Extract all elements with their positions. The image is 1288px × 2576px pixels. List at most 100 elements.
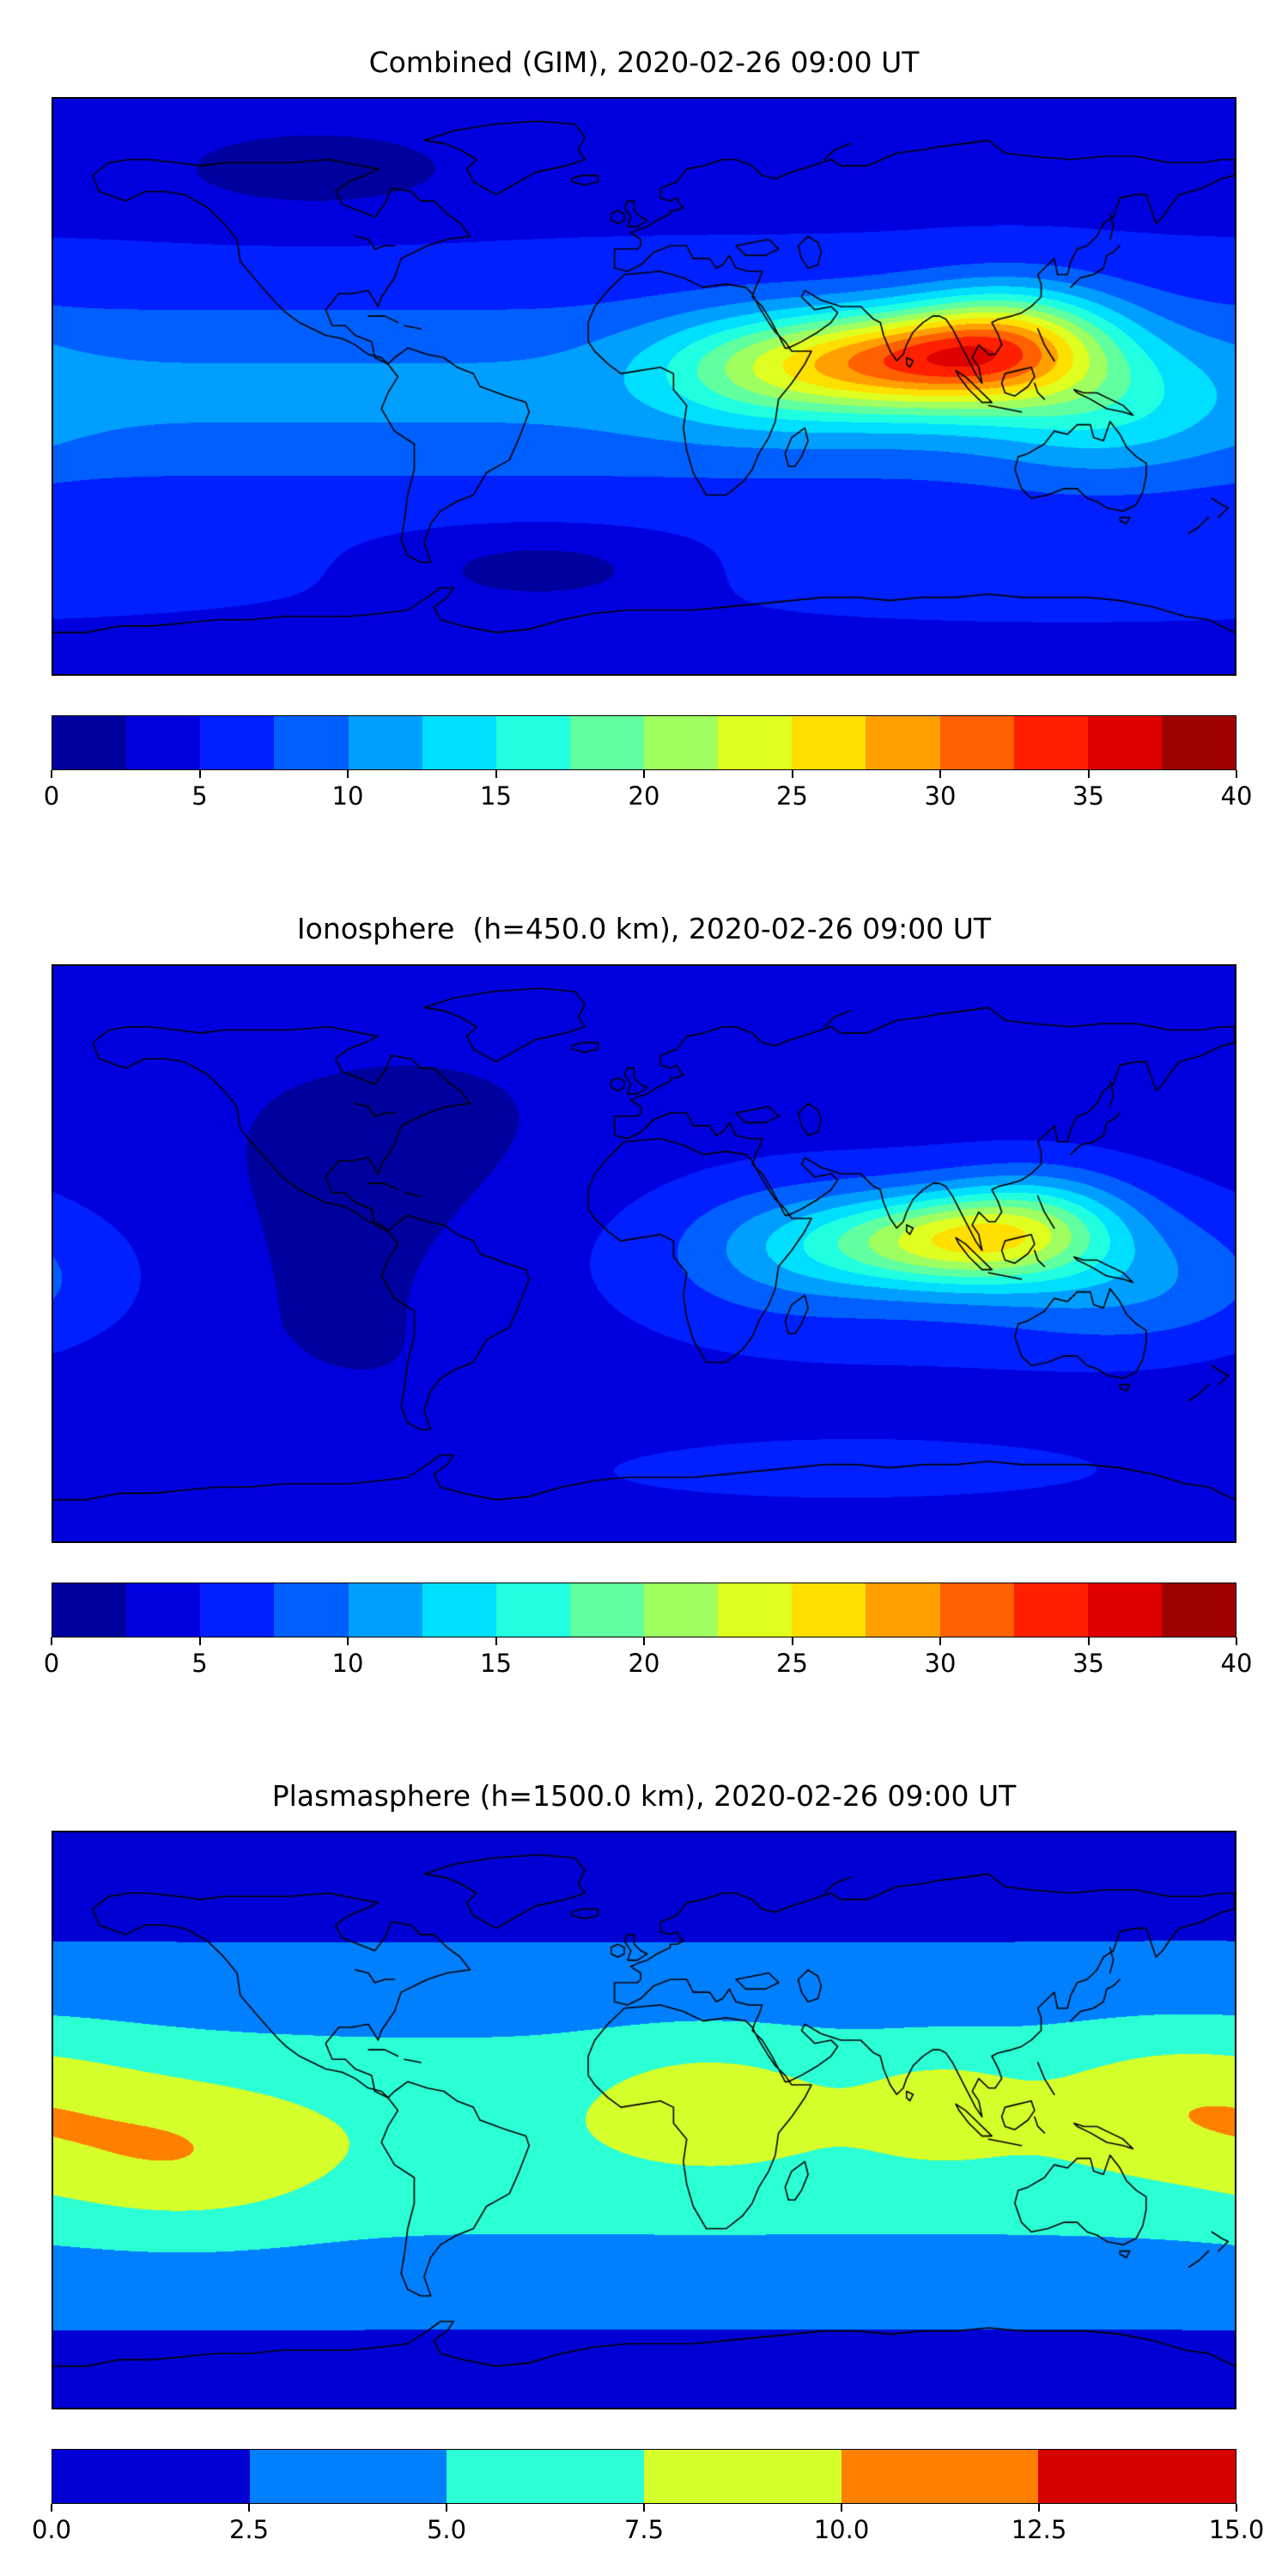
colorbar-tick-mark	[791, 770, 793, 779]
colorbar-segment	[939, 1583, 1014, 1637]
colorbar-tick-mark	[1236, 1637, 1237, 1645]
colorbar-tick-mark	[347, 1637, 349, 1645]
colorbar-tick-mark	[51, 770, 52, 779]
colorbar-tick-mark	[248, 2503, 250, 2512]
colorbar-tick-mark	[51, 2503, 52, 2512]
colorbar-tick-label: 40	[1220, 1648, 1253, 1678]
colorbar-combined: 0 5 10 15 20 25 30 35 40	[44, 715, 1252, 815]
colorbar-tick-mark	[1236, 2503, 1237, 2512]
colorbar-tick-mark	[643, 1637, 645, 1645]
colorbar-segment	[866, 716, 940, 770]
colorbar-tick-label: 12.5	[1011, 2514, 1067, 2544]
colorbar-gradient	[52, 2448, 1236, 2504]
colorbar-ticks: 0 5 10 15 20 25 30 35 40	[44, 1637, 1252, 1682]
colorbar-tick-label: 25	[776, 1648, 808, 1678]
colorbar-gradient	[52, 1582, 1236, 1637]
panel-plasmasphere: Plasmasphere (h=1500.0 km), 2020-02-26 0…	[32, 1778, 1264, 2549]
colorbar-plasmasphere: 0.0 2.5 5.0 7.5 10.0 12.5 15.0	[32, 2448, 1264, 2549]
colorbar-segment	[52, 2449, 250, 2503]
colorbar-segment	[644, 2449, 841, 2503]
colorbar-segment	[939, 716, 1014, 770]
colorbar-tick-mark	[939, 1637, 941, 1645]
colorbar-segment	[348, 1583, 422, 1637]
colorbar-gradient	[52, 715, 1236, 771]
colorbar-tick-mark	[1087, 770, 1090, 779]
colorbar-tick-mark	[841, 2503, 842, 2512]
colorbar-segment	[495, 716, 570, 770]
colorbar-tick-label: 0.0	[31, 2514, 72, 2544]
colorbar-tick-mark	[495, 1637, 497, 1645]
colorbar-tick-label: 15	[480, 781, 512, 811]
colorbar-segment	[644, 716, 719, 770]
colorbar-segment	[52, 1583, 127, 1637]
colorbar-tick-label: 20	[628, 1648, 660, 1678]
colorbar-segment	[249, 2449, 447, 2503]
colorbar-segment	[126, 716, 201, 770]
colorbar-tick-label: 20	[628, 781, 660, 811]
panel-ionosphere: Ionosphere (h=450.0 km), 2020-02-26 09:0…	[44, 911, 1253, 1682]
colorbar-segment	[792, 1583, 866, 1637]
colorbar-tick-mark	[643, 2503, 645, 2512]
colorbar-tick-label: 40	[1220, 781, 1253, 811]
colorbar-segment	[644, 1583, 719, 1637]
colorbar-segment	[348, 716, 422, 770]
panel-title-plasmasphere: Plasmasphere (h=1500.0 km), 2020-02-26 0…	[271, 1778, 1017, 1813]
colorbar-segment	[866, 1583, 940, 1637]
colorbar-ticks: 0 5 10 15 20 25 30 35 40	[44, 770, 1252, 815]
colorbar-segment	[792, 716, 866, 770]
panel-combined-gim: Combined (GIM), 2020-02-26 09:00 UT 0 5 10…	[44, 45, 1253, 815]
colorbar-tick-label: 0	[43, 1648, 60, 1678]
colorbar-segment	[1038, 2449, 1236, 2503]
colorbar-segment	[422, 1583, 496, 1637]
colorbar-segment	[569, 1583, 644, 1637]
colorbar-segment	[1087, 1583, 1162, 1637]
colorbar-segment	[1161, 716, 1236, 770]
colorbar-segment	[1087, 716, 1162, 770]
colorbar-tick-mark	[347, 770, 349, 779]
colorbar-segment	[274, 716, 349, 770]
colorbar-tick-mark	[198, 1637, 201, 1645]
colorbar-tick-label: 10.0	[813, 2514, 870, 2544]
colorbar-segment	[126, 1583, 201, 1637]
map-canvas-plasmasphere	[52, 1830, 1236, 2409]
map-canvas-combined	[52, 97, 1236, 677]
colorbar-tick-label: 10	[331, 1648, 364, 1678]
colorbar-segment	[1161, 1583, 1236, 1637]
colorbar-segment	[1013, 1583, 1088, 1637]
colorbar-segment	[200, 716, 275, 770]
colorbar-segment	[200, 1583, 275, 1637]
colorbar-segment	[274, 1583, 349, 1637]
colorbar-tick-mark	[495, 770, 497, 779]
colorbar-tick-mark	[643, 770, 645, 779]
colorbar-tick-label: 30	[924, 781, 957, 811]
colorbar-tick-mark	[791, 1637, 793, 1645]
colorbar-tick-label: 5	[191, 1648, 208, 1678]
colorbar-ticks: 0.0 2.5 5.0 7.5 10.0 12.5 15.0	[32, 2503, 1264, 2549]
colorbar-segment	[718, 1583, 793, 1637]
colorbar-segment	[718, 716, 793, 770]
colorbar-tick-label: 35	[1072, 781, 1104, 811]
map-canvas-ionosphere	[52, 963, 1236, 1543]
colorbar-ionosphere: 0 5 10 15 20 25 30 35 40	[44, 1582, 1252, 1682]
colorbar-tick-mark	[446, 2503, 447, 2512]
colorbar-tick-label: 25	[776, 781, 808, 811]
colorbar-tick-label: 5	[191, 781, 208, 811]
colorbar-tick-label: 15	[480, 1648, 512, 1678]
colorbar-tick-mark	[51, 1637, 52, 1645]
colorbar-tick-label: 10	[331, 781, 364, 811]
colorbar-segment	[422, 716, 496, 770]
colorbar-tick-mark	[939, 770, 941, 779]
colorbar-segment	[447, 2449, 645, 2503]
colorbar-tick-label: 5.0	[426, 2514, 467, 2544]
colorbar-tick-mark	[1236, 770, 1237, 779]
colorbar-tick-label: 35	[1072, 1648, 1104, 1678]
panel-title-combined: Combined (GIM), 2020-02-26 09:00 UT	[368, 46, 920, 79]
colorbar-segment	[841, 2449, 1039, 2503]
colorbar-tick-mark	[198, 770, 201, 779]
colorbar-tick-mark	[1087, 1637, 1090, 1645]
colorbar-tick-label: 2.5	[228, 2514, 270, 2544]
colorbar-segment	[52, 716, 127, 770]
colorbar-tick-label: 15.0	[1208, 2514, 1265, 2544]
colorbar-tick-label: 30	[924, 1648, 957, 1678]
